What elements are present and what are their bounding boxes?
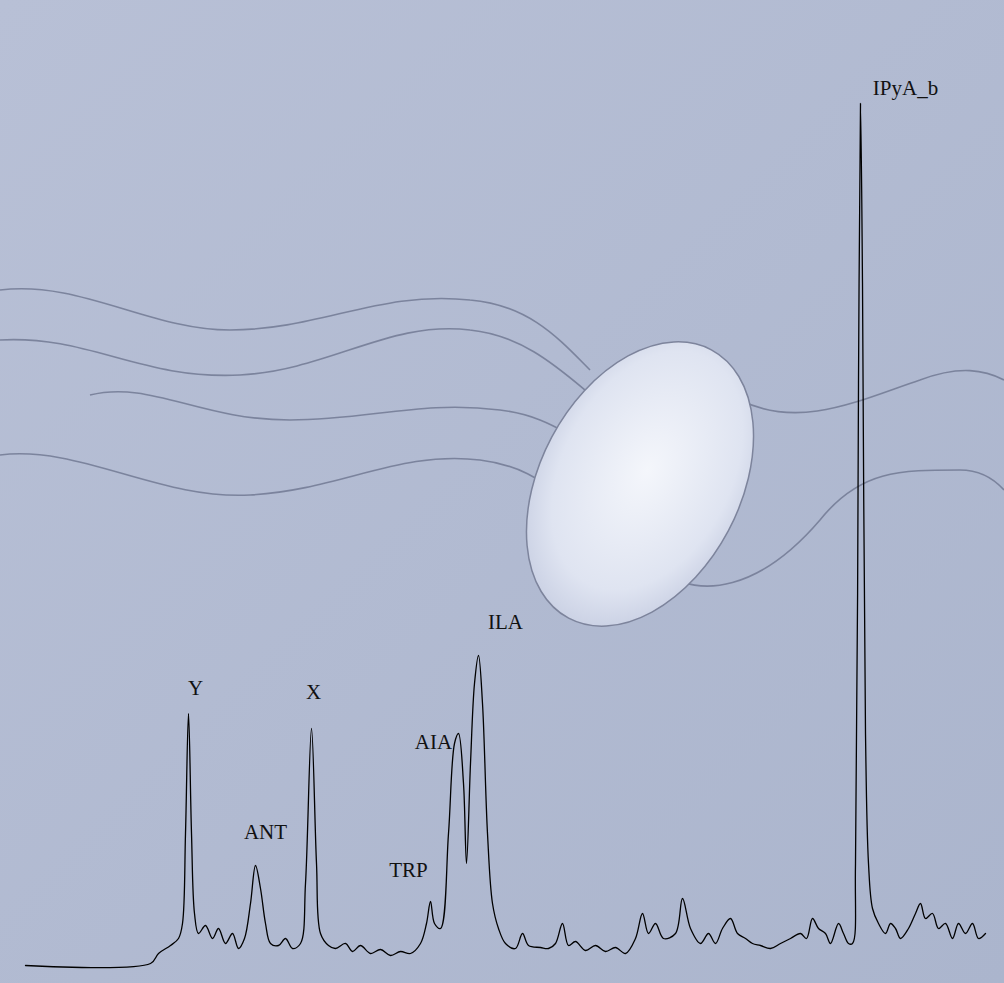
svg-text:Y: Y — [188, 676, 203, 700]
svg-text:IPyA_b: IPyA_b — [873, 76, 938, 100]
svg-text:AIA: AIA — [415, 730, 453, 754]
svg-text:X: X — [306, 680, 321, 704]
svg-text:TRP: TRP — [389, 858, 428, 882]
svg-text:ANT: ANT — [244, 820, 287, 844]
svg-text:ILA: ILA — [488, 610, 524, 634]
